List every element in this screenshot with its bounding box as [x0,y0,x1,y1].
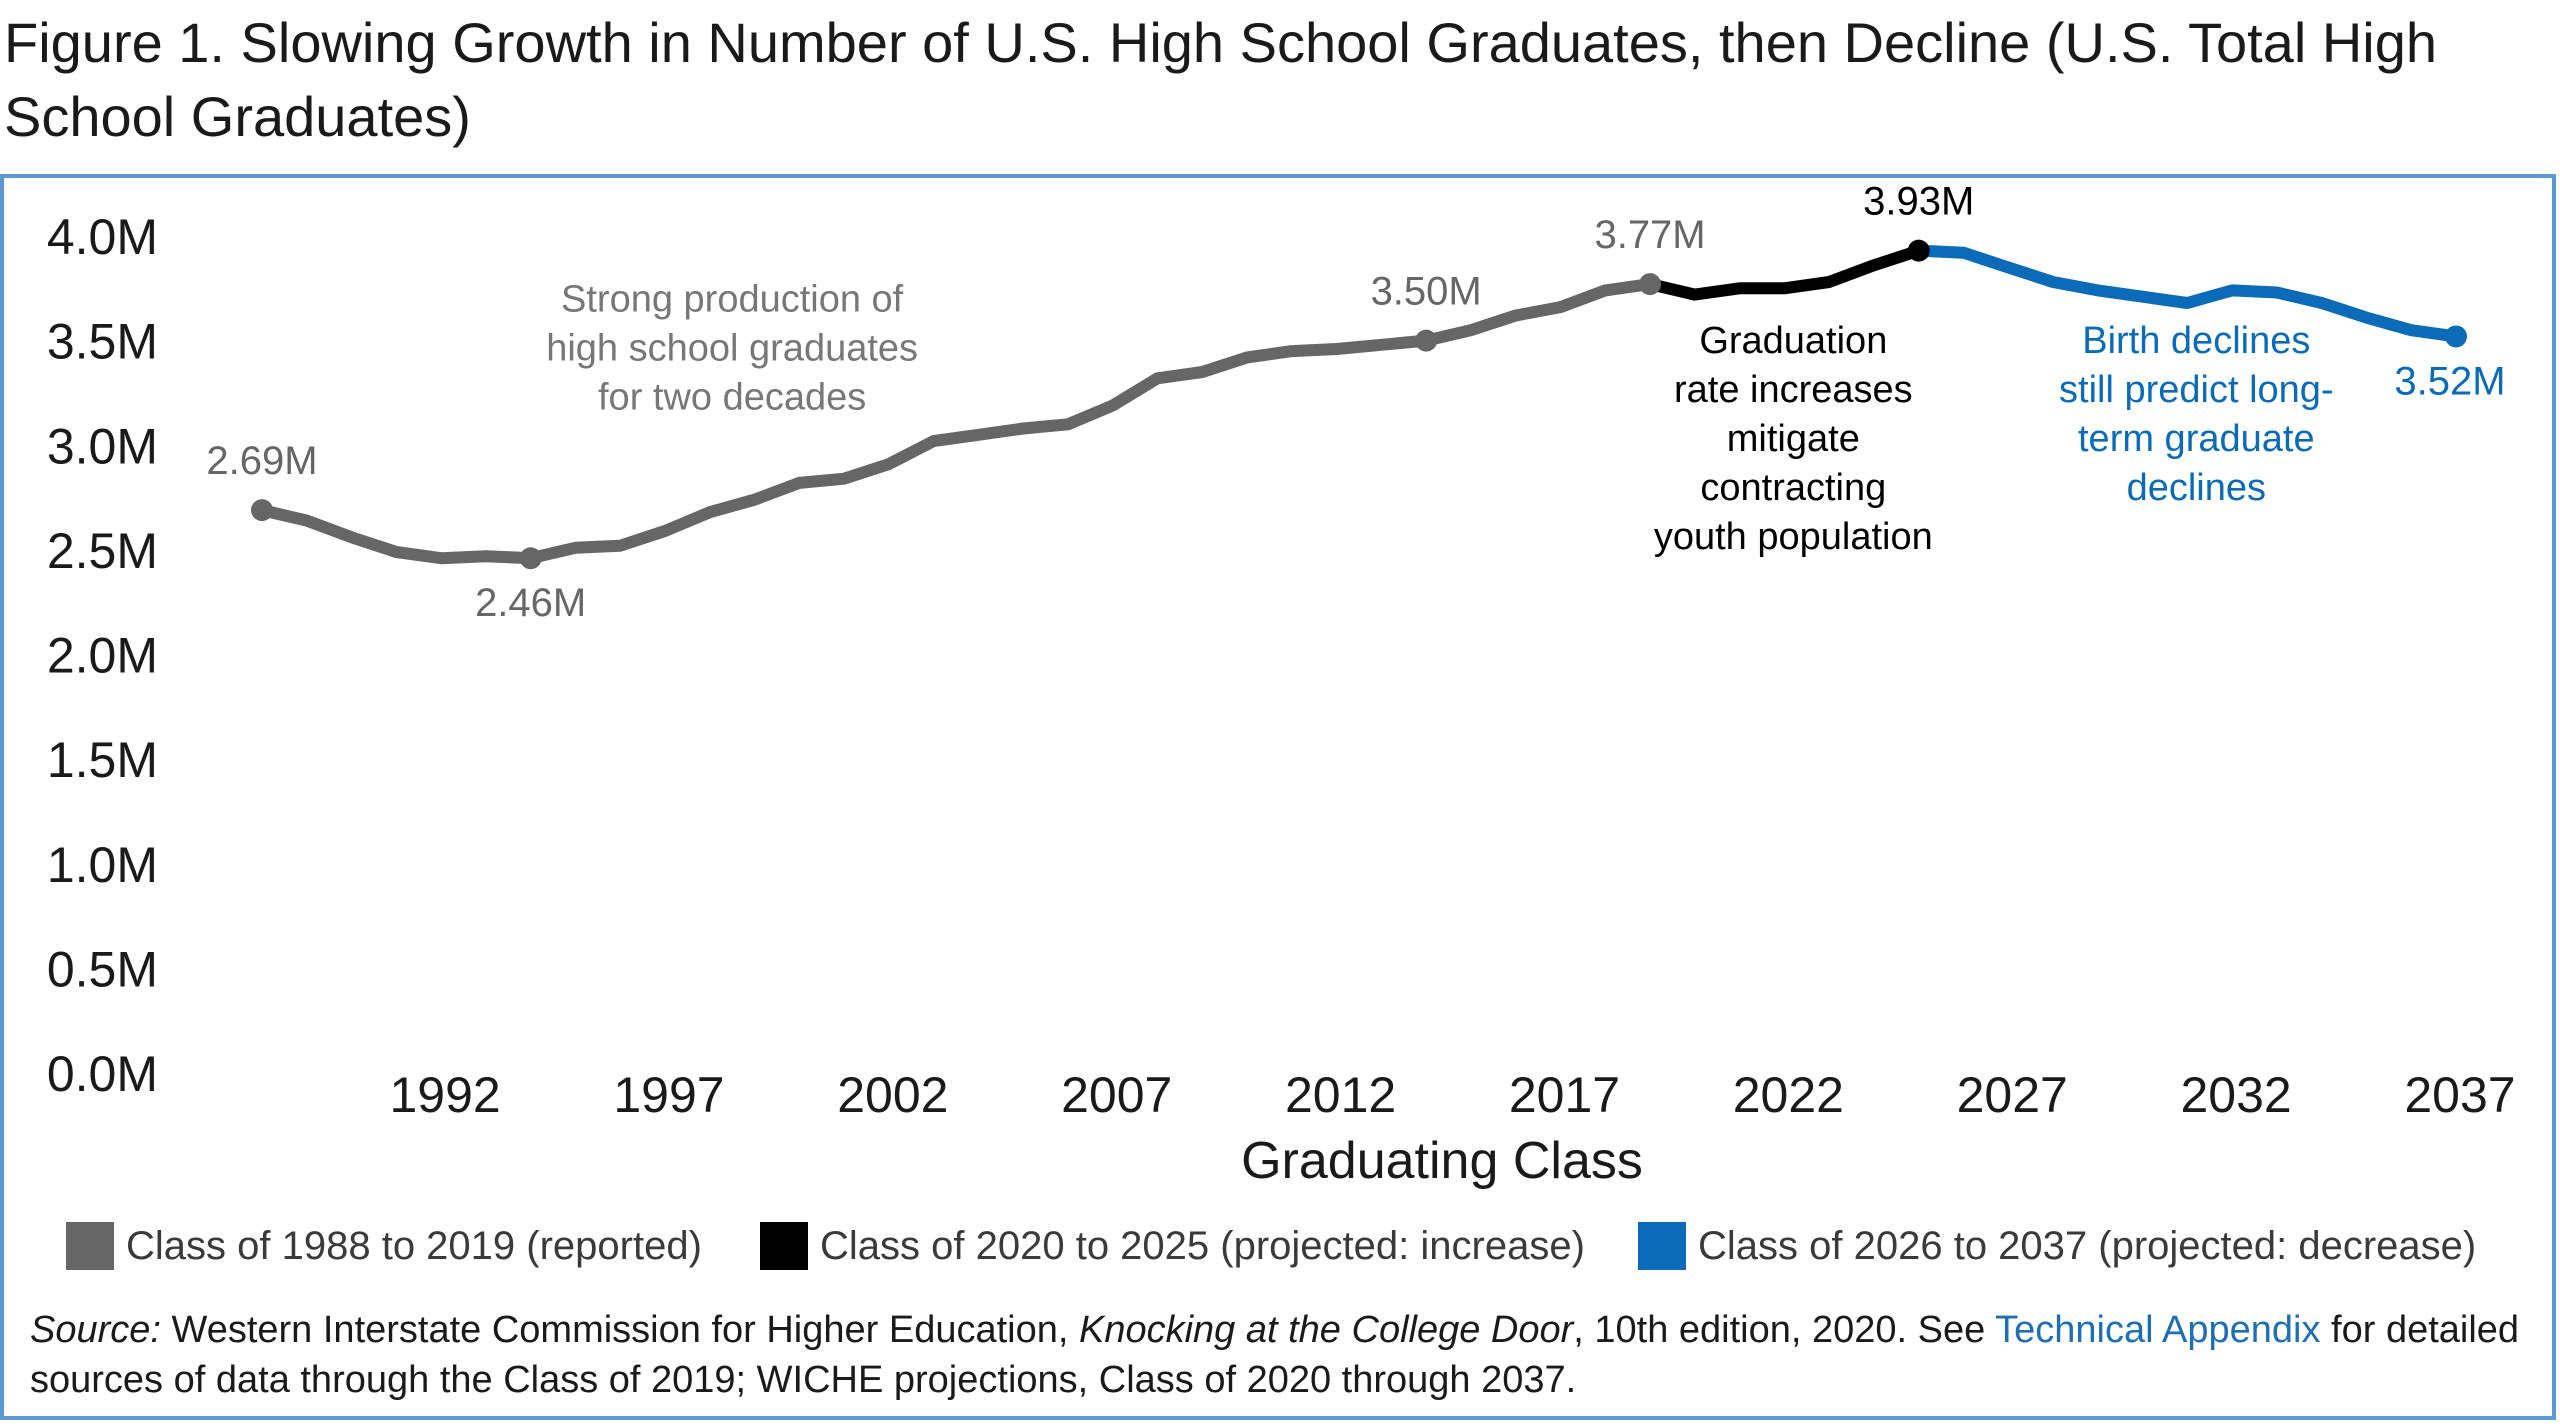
x-tick-label: 2012 [1285,1067,1396,1123]
y-tick-label: 2.0M [47,628,158,684]
annotation-line: for two decades [598,376,866,418]
source-text-2: , 10th edition, 2020. See [1573,1309,1996,1351]
annotation-line: Birth declines [2082,320,2310,362]
series-line-reported [256,278,1656,565]
annotation-line: Strong production of [561,278,904,320]
y-tick-label: 2.5M [47,523,158,579]
annotation-line: high school graduates [546,327,918,369]
y-tick-label: 0.0M [47,1046,158,1102]
y-tick-label: 1.5M [47,732,158,788]
annotation-line: still predict long- [2059,369,2334,411]
technical-appendix-link[interactable]: Technical Appendix [1995,1309,2321,1351]
data-point-marker [1639,273,1662,296]
legend-swatch-reported [66,1222,114,1270]
data-point-label: 3.93M [1863,180,1974,224]
x-tick-label: 2027 [1957,1067,2068,1123]
source-note: Source: Western Interstate Commission fo… [30,1305,2530,1405]
source-book-title: Knocking at the College Door [1078,1309,1574,1351]
legend-item-decrease: Class of 2026 to 2037 (projected: decrea… [1638,1222,2476,1270]
data-point-label: 3.50M [1371,270,1482,314]
x-tick-label: 1997 [613,1067,724,1123]
data-point-label: 3.77M [1594,213,1705,257]
x-tick-label: 2007 [1061,1067,1172,1123]
legend-swatch-increase [760,1222,808,1270]
annotation-strong-production: Strong production of high school graduate… [546,278,918,418]
chart-frame [0,174,2556,1420]
legend-label-reported: Class of 1988 to 2019 (reported) [126,1223,702,1268]
y-tick-label: 3.0M [47,418,158,474]
source-text-1: Western Interstate Commission for Higher… [160,1309,1079,1351]
annotation-line: mitigate [1727,418,1860,460]
annotation-line: Graduation [1699,320,1887,362]
series-line-increase [1644,244,1925,301]
data-point-label: 2.46M [475,581,586,625]
legend-swatch-decrease [1638,1222,1686,1270]
data-point-marker [251,499,273,522]
chart-title: Figure 1. Slowing Growth in Number of U.… [4,11,2437,148]
annotation-graduation-rate: Graduation rate increases mitigate contract… [1654,320,1933,558]
x-tick-label: 2037 [2404,1067,2515,1123]
annotation-line: rate increases [1674,369,1913,411]
x-tick-label: 2017 [1509,1067,1620,1123]
data-point-label: 3.52M [2394,359,2505,403]
x-tick-label: 2002 [837,1067,948,1123]
data-point-marker [2445,325,2467,348]
legend: Class of 1988 to 2019 (reported) Class o… [0,1222,2556,1282]
annotation-line: term graduate [2078,418,2315,460]
data-point-marker [1907,239,1930,262]
x-tick-label: 1992 [389,1067,500,1123]
legend-label-decrease: Class of 2026 to 2037 (projected: decrea… [1698,1223,2477,1268]
source-label: Source: [30,1309,161,1351]
legend-item-reported: Class of 1988 to 2019 (reported) [66,1222,702,1270]
y-tick-label: 1.0M [47,837,158,893]
x-axis-label: Graduating Class [1241,1132,1643,1190]
data-point-marker [1415,329,1438,352]
legend-item-increase: Class of 2020 to 2025 (projected: increa… [760,1222,1585,1270]
data-point-marker [519,547,542,570]
y-tick-label: 3.5M [47,314,158,370]
y-tick-label: 0.5M [47,941,158,997]
source-text-3: for detailed sources of data through the… [30,1309,2520,1401]
x-tick-label: 2032 [2181,1067,2292,1123]
annotation-birth-declines: Birth declines still predict long-term gr… [2059,320,2334,509]
series-line-decrease [1912,244,2462,343]
data-point-label: 2.69M [206,439,317,483]
annotation-line: youth population [1654,516,1933,558]
y-tick-label: 4.0M [47,209,158,265]
annotation-line: contracting [1700,467,1886,509]
legend-label-increase: Class of 2020 to 2025 (projected: increa… [820,1223,1585,1268]
x-tick-label: 2022 [1733,1067,1844,1123]
annotation-line: declines [2127,467,2266,509]
